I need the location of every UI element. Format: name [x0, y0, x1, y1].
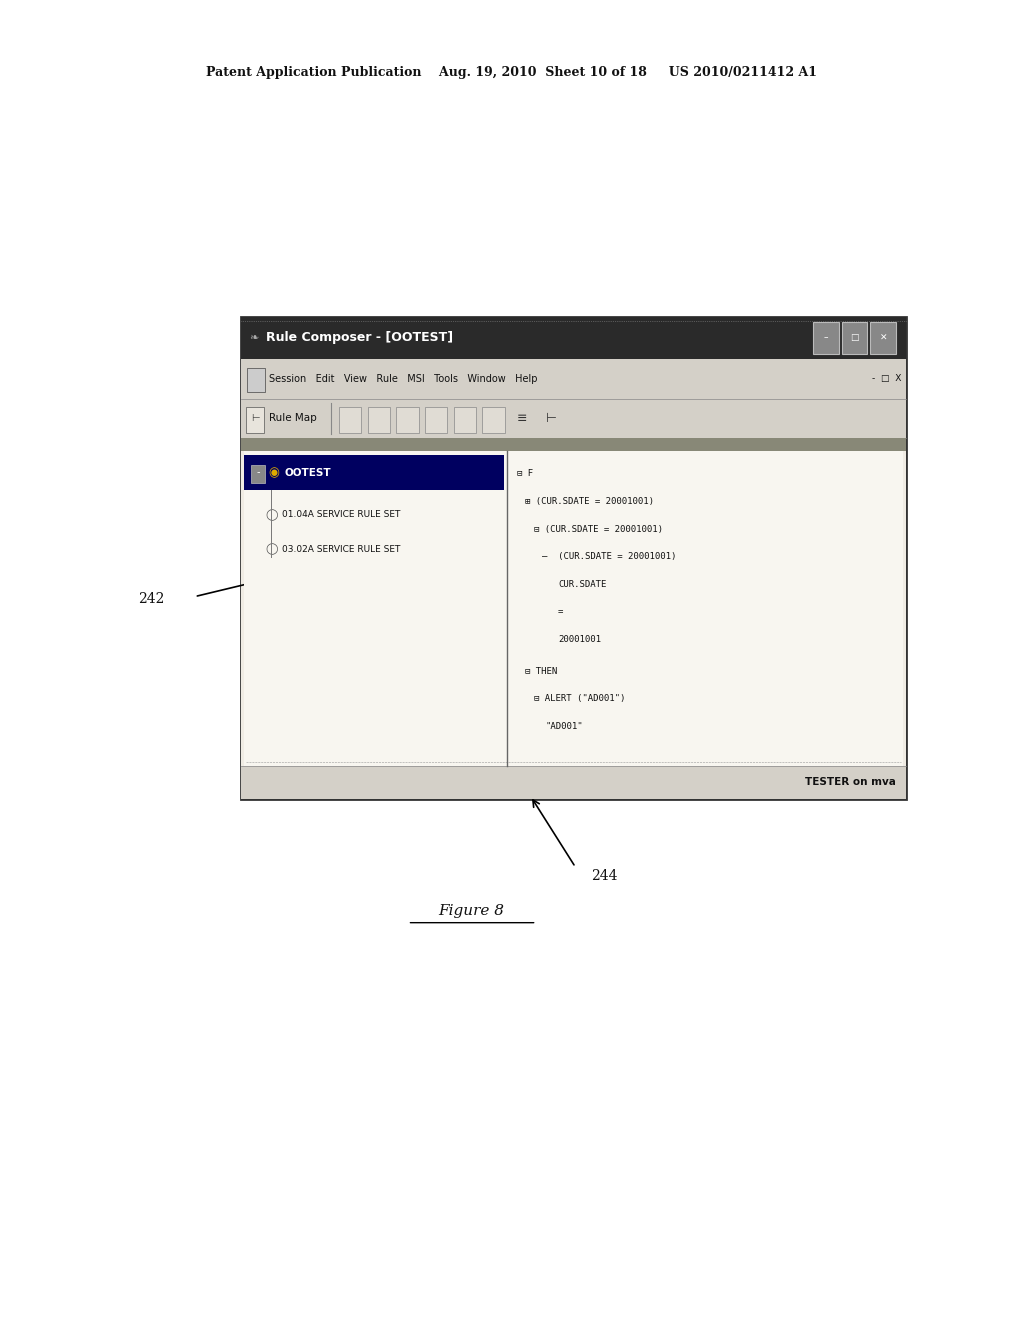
Text: 242: 242 — [138, 593, 165, 606]
Text: Rule Composer - [OOTEST]: Rule Composer - [OOTEST] — [266, 331, 454, 345]
FancyBboxPatch shape — [454, 407, 476, 433]
FancyBboxPatch shape — [813, 322, 839, 354]
FancyBboxPatch shape — [246, 407, 264, 433]
Text: ❧: ❧ — [249, 333, 258, 343]
Text: Session   Edit   View   Rule   MSI   Tools   Window   Help: Session Edit View Rule MSI Tools Window … — [269, 374, 538, 384]
Text: ⊟ THEN: ⊟ THEN — [525, 667, 557, 676]
Text: -  □  X: - □ X — [871, 375, 901, 383]
Text: –  (CUR.SDATE = 20001001): – (CUR.SDATE = 20001001) — [542, 552, 676, 561]
FancyBboxPatch shape — [368, 407, 390, 433]
Text: -: - — [256, 467, 260, 478]
Text: ⊟ F: ⊟ F — [517, 470, 534, 478]
Text: –: – — [823, 334, 828, 342]
Text: 03.02A SERVICE RULE SET: 03.02A SERVICE RULE SET — [282, 545, 400, 553]
FancyBboxPatch shape — [241, 766, 906, 799]
Text: ⊞ (CUR.SDATE = 20001001): ⊞ (CUR.SDATE = 20001001) — [525, 496, 654, 506]
Text: TESTER on mva: TESTER on mva — [805, 777, 896, 787]
Text: ✕: ✕ — [880, 334, 887, 342]
Text: ◯: ◯ — [265, 510, 278, 520]
Text: ⊟ (CUR.SDATE = 20001001): ⊟ (CUR.SDATE = 20001001) — [534, 524, 663, 533]
FancyBboxPatch shape — [241, 359, 906, 399]
Text: Figure 8: Figure 8 — [438, 904, 504, 917]
FancyBboxPatch shape — [870, 322, 896, 354]
Text: OOTEST: OOTEST — [285, 467, 332, 478]
FancyBboxPatch shape — [241, 399, 906, 438]
Text: ⊢: ⊢ — [546, 412, 556, 425]
Text: □: □ — [850, 334, 859, 342]
FancyBboxPatch shape — [396, 407, 419, 433]
FancyBboxPatch shape — [241, 438, 906, 451]
FancyBboxPatch shape — [251, 465, 265, 483]
FancyBboxPatch shape — [482, 407, 505, 433]
Text: ◉: ◉ — [268, 466, 279, 479]
Text: ⊟ ALERT ("AD001"): ⊟ ALERT ("AD001") — [534, 694, 625, 704]
FancyBboxPatch shape — [244, 451, 903, 766]
Text: ⊢: ⊢ — [251, 413, 259, 424]
FancyBboxPatch shape — [247, 368, 265, 392]
Text: ◯: ◯ — [265, 544, 278, 554]
FancyBboxPatch shape — [244, 455, 504, 490]
Text: Rule Map: Rule Map — [269, 413, 317, 424]
FancyBboxPatch shape — [425, 407, 447, 433]
Text: Patent Application Publication    Aug. 19, 2010  Sheet 10 of 18     US 2010/0211: Patent Application Publication Aug. 19, … — [207, 66, 817, 79]
FancyBboxPatch shape — [241, 317, 906, 799]
FancyBboxPatch shape — [842, 322, 867, 354]
Text: CUR.SDATE: CUR.SDATE — [558, 579, 606, 589]
Text: "AD001": "AD001" — [546, 722, 584, 731]
Text: 01.04A SERVICE RULE SET: 01.04A SERVICE RULE SET — [282, 511, 400, 519]
FancyBboxPatch shape — [339, 407, 361, 433]
Text: ≡: ≡ — [517, 412, 527, 425]
FancyBboxPatch shape — [241, 438, 906, 766]
Text: 100: 100 — [863, 675, 890, 688]
Text: 20001001: 20001001 — [558, 635, 601, 644]
Text: =: = — [558, 607, 563, 616]
FancyBboxPatch shape — [241, 317, 906, 359]
Text: 244: 244 — [591, 870, 617, 883]
